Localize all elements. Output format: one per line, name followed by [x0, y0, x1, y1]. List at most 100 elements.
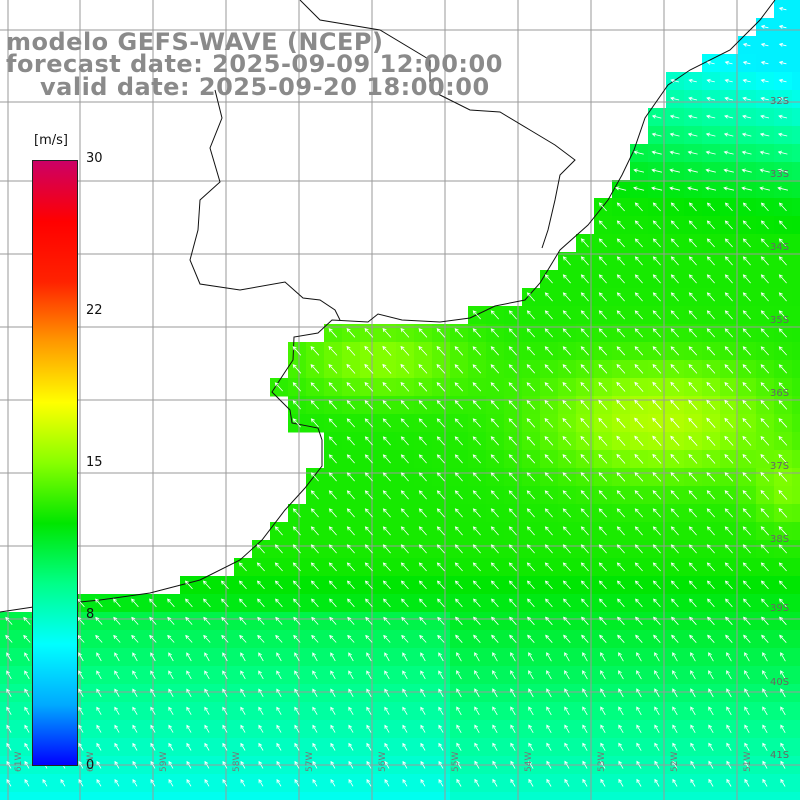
wind-arrow: [670, 508, 679, 518]
wind-arrow: [742, 274, 751, 284]
wind-arrow: [150, 706, 156, 715]
wind-arrow: [472, 436, 481, 446]
wind-arrow: [167, 634, 175, 643]
wind-arrow: [526, 472, 535, 482]
wind-arrow: [616, 580, 625, 590]
wind-arrow: [742, 453, 752, 464]
wind-arrow: [724, 114, 734, 119]
wind-arrow: [132, 670, 138, 680]
wind-arrow: [599, 598, 607, 608]
wind-speed-cell: [774, 792, 793, 800]
wind-arrow: [599, 634, 607, 643]
wind-arrow: [580, 490, 590, 500]
wind-arrow: [652, 202, 661, 212]
wind-arrow: [742, 490, 752, 500]
wind-arrow: [672, 778, 678, 787]
wind-arrow: [778, 24, 787, 29]
wind-arrow: [760, 274, 769, 284]
wind-arrow: [600, 742, 606, 751]
wind-arrow: [688, 238, 697, 248]
wind-arrow: [672, 652, 678, 662]
wind-speed-cell: [792, 306, 800, 325]
wind-arrow: [582, 778, 588, 787]
wind-speed-cell: [792, 360, 800, 379]
wind-arrow: [490, 454, 499, 464]
wind-arrow: [778, 453, 788, 464]
wind-arrow: [600, 670, 606, 680]
wind-arrow: [744, 670, 750, 680]
wind-arrow: [508, 400, 518, 410]
wind-arrow: [652, 453, 662, 464]
wind-arrow: [654, 760, 660, 769]
wind-arrow: [311, 616, 319, 625]
wind-arrow: [96, 706, 102, 715]
wind-arrow: [528, 688, 534, 698]
wind-speed-cell: [792, 648, 800, 667]
wind-arrow: [545, 634, 553, 643]
colorbar-tick: 0: [86, 758, 95, 773]
wind-arrow: [544, 544, 553, 554]
wind-arrow: [490, 490, 499, 500]
wind-speed-cell: [180, 792, 199, 800]
wind-arrow: [706, 346, 716, 356]
wind-arrow: [598, 202, 607, 212]
wind-speed-cell: [216, 792, 235, 800]
wind-arrow: [544, 399, 554, 410]
wind-arrow: [546, 742, 552, 751]
wind-arrow: [436, 454, 445, 464]
wind-arrow: [328, 472, 337, 482]
wind-arrow: [364, 580, 373, 590]
border-line: [189, 89, 341, 321]
wind-arrow: [723, 150, 734, 155]
wind-arrow: [742, 562, 751, 572]
wind-arrow: [526, 400, 536, 410]
wind-arrow: [312, 652, 318, 662]
wind-arrow: [256, 580, 265, 590]
wind-speed-cell: [792, 666, 800, 685]
wind-arrow: [238, 580, 247, 590]
wind-arrow: [546, 778, 552, 787]
wind-arrow: [366, 706, 372, 715]
wind-arrow: [186, 670, 192, 680]
wind-speed-cell: [792, 342, 800, 361]
wind-arrow: [562, 417, 572, 428]
wind-arrow: [436, 328, 446, 338]
wind-arrow: [490, 310, 499, 320]
wind-arrow: [580, 508, 589, 518]
wind-arrow: [438, 706, 444, 715]
wind-arrow: [330, 670, 336, 680]
wind-arrow: [706, 381, 716, 392]
wind-arrow: [706, 435, 716, 446]
latitude-label: 36S: [770, 388, 790, 399]
wind-arrow: [562, 399, 572, 410]
wind-arrow: [742, 364, 752, 374]
wind-arrow: [454, 382, 464, 392]
wind-arrow: [690, 706, 696, 716]
wind-arrow: [778, 562, 787, 572]
wind-arrow: [294, 670, 300, 680]
wind-arrow: [779, 616, 787, 626]
wind-arrow: [688, 78, 697, 83]
wind-arrow: [688, 399, 698, 410]
wind-arrow: [616, 292, 625, 302]
wind-arrow: [418, 328, 428, 338]
wind-arrow: [634, 363, 644, 374]
wind-arrow: [150, 724, 156, 733]
wind-speed-cell: [288, 792, 307, 800]
wind-arrow: [78, 652, 84, 662]
wind-arrow: [598, 292, 607, 302]
wind-arrow: [276, 706, 282, 715]
wind-arrow: [400, 490, 409, 500]
wind-arrow: [274, 544, 283, 554]
wind-arrow: [742, 78, 751, 83]
wind-arrow: [492, 706, 498, 716]
wind-arrow: [222, 742, 228, 751]
wind-arrow: [634, 346, 644, 356]
wind-arrow: [113, 616, 121, 625]
wind-arrow: [456, 688, 462, 698]
wind-arrow: [473, 616, 481, 626]
wind-arrow: [563, 616, 571, 626]
wind-arrow: [634, 292, 643, 302]
wind-arrow: [778, 507, 788, 518]
wind-arrow: [707, 616, 715, 626]
